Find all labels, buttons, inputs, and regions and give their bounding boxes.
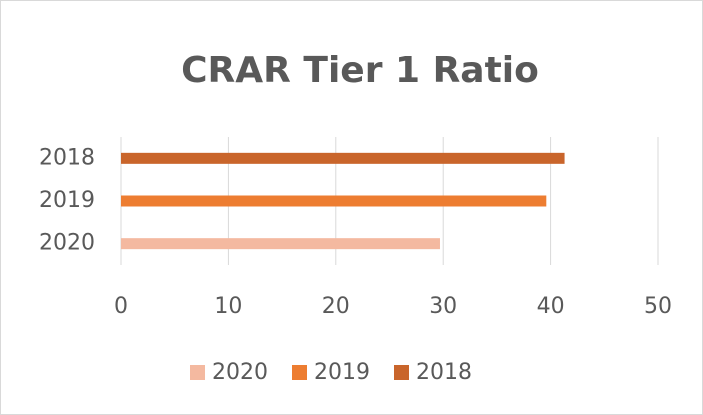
- x-tick-label: 40: [537, 294, 565, 319]
- bar: [121, 195, 547, 207]
- legend-swatch: [292, 365, 307, 380]
- legend-swatch: [394, 365, 409, 380]
- y-tick-label: 2019: [39, 188, 95, 213]
- bar: [121, 238, 440, 250]
- x-tick-label: 20: [322, 294, 350, 319]
- chart-title: CRAR Tier 1 Ratio: [181, 50, 539, 91]
- x-tick-label: 30: [429, 294, 457, 319]
- bar: [121, 152, 565, 164]
- legend-label: 2018: [416, 360, 472, 385]
- y-tick-label: 2018: [39, 145, 95, 170]
- legend-swatch: [190, 365, 205, 380]
- x-tick-label: 0: [114, 294, 128, 319]
- legend-label: 2020: [212, 360, 268, 385]
- x-tick-label: 10: [214, 294, 242, 319]
- legend-label: 2019: [314, 360, 370, 385]
- x-tick-label: 50: [644, 294, 672, 319]
- y-tick-label: 2020: [39, 231, 95, 256]
